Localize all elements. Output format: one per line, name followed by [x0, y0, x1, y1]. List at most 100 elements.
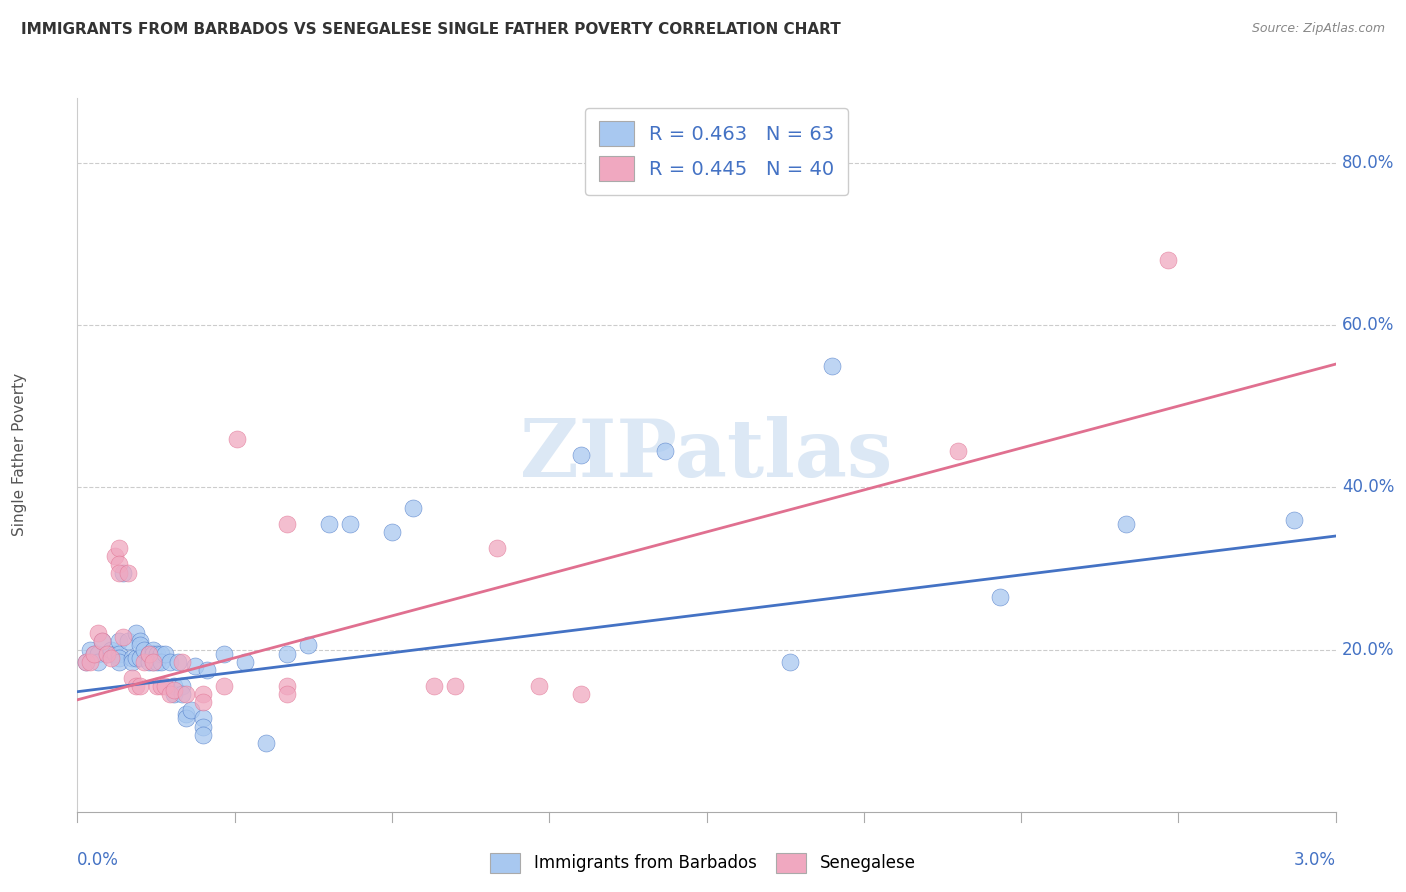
Point [83, 647, 105, 661]
Point [108, 541, 131, 556]
Text: ZIPatlas: ZIPatlas [520, 416, 893, 494]
Point [87, 655, 110, 669]
Point [318, 516, 340, 531]
Point [75, 655, 97, 669]
Point [138, 655, 160, 669]
Point [163, 683, 186, 698]
Legend: Immigrants from Barbados, Senegalese: Immigrants from Barbados, Senegalese [484, 847, 922, 880]
Point [163, 687, 186, 701]
Point [1282, 513, 1305, 527]
Text: 40.0%: 40.0% [1341, 478, 1395, 496]
Point [569, 448, 592, 462]
Point [108, 634, 131, 648]
Point [79, 655, 101, 669]
Point [100, 650, 122, 665]
Point [108, 647, 131, 661]
Text: Source: ZipAtlas.com: Source: ZipAtlas.com [1251, 22, 1385, 36]
Point [402, 500, 425, 515]
Point [212, 647, 235, 661]
Point [138, 647, 160, 661]
Point [381, 524, 404, 539]
Point [779, 655, 801, 669]
Point [184, 658, 207, 673]
Point [121, 671, 143, 685]
Point [108, 558, 131, 572]
Point [821, 359, 844, 373]
Point [254, 736, 277, 750]
Point [134, 655, 156, 669]
Point [96, 647, 118, 661]
Point [138, 647, 160, 661]
Point [146, 647, 169, 661]
Point [176, 687, 198, 701]
Point [142, 655, 165, 669]
Point [527, 679, 550, 693]
Legend: R = 0.463   N = 63, R = 0.445   N = 40: R = 0.463 N = 63, R = 0.445 N = 40 [585, 108, 848, 194]
Point [150, 647, 173, 661]
Point [339, 516, 361, 531]
Text: 3.0%: 3.0% [1294, 851, 1336, 869]
Point [129, 650, 152, 665]
Point [191, 720, 215, 734]
Point [117, 634, 139, 648]
Point [96, 647, 118, 661]
Point [155, 679, 177, 693]
Point [117, 566, 139, 580]
Point [121, 650, 143, 665]
Point [172, 679, 194, 693]
Point [150, 679, 173, 693]
Point [112, 631, 135, 645]
Point [654, 443, 676, 458]
Point [163, 679, 186, 693]
Point [423, 679, 446, 693]
Text: 80.0%: 80.0% [1341, 154, 1395, 172]
Point [87, 626, 110, 640]
Point [129, 639, 152, 653]
Point [233, 655, 256, 669]
Point [1115, 516, 1137, 531]
Text: Single Father Poverty: Single Father Poverty [13, 374, 27, 536]
Point [134, 642, 156, 657]
Point [988, 590, 1011, 604]
Point [191, 711, 215, 725]
Point [129, 634, 152, 648]
Point [121, 655, 143, 669]
Point [91, 634, 114, 648]
Point [485, 541, 508, 556]
Point [146, 655, 169, 669]
Point [150, 655, 173, 669]
Text: 20.0%: 20.0% [1341, 640, 1395, 658]
Point [91, 634, 114, 648]
Text: IMMIGRANTS FROM BARBADOS VS SENEGALESE SINGLE FATHER POVERTY CORRELATION CHART: IMMIGRANTS FROM BARBADOS VS SENEGALESE S… [21, 22, 841, 37]
Text: 0.0%: 0.0% [77, 851, 120, 869]
Point [104, 549, 127, 564]
Point [172, 655, 194, 669]
Point [176, 707, 198, 722]
Point [108, 655, 131, 669]
Point [172, 687, 194, 701]
Point [276, 679, 298, 693]
Point [112, 566, 135, 580]
Point [276, 647, 298, 661]
Point [75, 655, 97, 669]
Point [191, 687, 215, 701]
Point [191, 695, 215, 709]
Point [108, 650, 131, 665]
Point [100, 642, 122, 657]
Point [125, 650, 148, 665]
Point [125, 626, 148, 640]
Text: 60.0%: 60.0% [1341, 316, 1395, 334]
Point [83, 647, 105, 661]
Point [212, 679, 235, 693]
Point [276, 687, 298, 701]
Point [276, 516, 298, 531]
Point [155, 647, 177, 661]
Point [948, 443, 970, 458]
Point [297, 639, 319, 653]
Point [79, 642, 101, 657]
Point [180, 703, 202, 717]
Point [195, 663, 218, 677]
Point [444, 679, 467, 693]
Point [191, 728, 215, 742]
Point [104, 647, 127, 661]
